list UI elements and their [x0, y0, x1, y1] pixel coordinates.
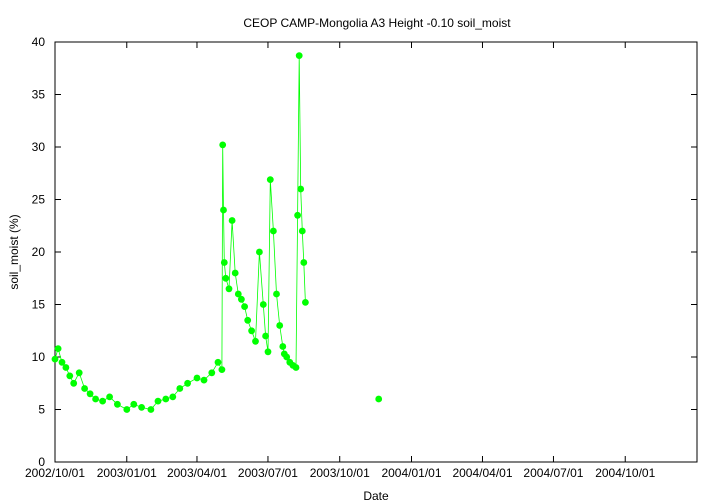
data-point — [58, 358, 66, 366]
data-point — [51, 355, 59, 363]
data-point — [256, 248, 263, 256]
data-point — [244, 316, 252, 324]
data-point — [208, 369, 216, 377]
y-tick-label: 10 — [32, 350, 46, 364]
x-tick-label: 2002/10/01 — [25, 466, 85, 480]
data-point — [66, 372, 74, 380]
y-tick-label: 40 — [32, 35, 46, 49]
data-point — [273, 290, 280, 298]
data-point — [234, 290, 242, 298]
x-axis: 2002/10/01 2003/01/01 2003/04/01 2003/07/01… — [25, 42, 656, 480]
data-point — [99, 397, 106, 405]
data-point — [264, 348, 272, 356]
y-tick-label: 30 — [32, 140, 46, 154]
data-point — [259, 301, 267, 308]
data-point — [62, 364, 70, 371]
x-tick-label: 2004/07/01 — [523, 466, 583, 480]
data-point — [219, 141, 227, 149]
data-point — [193, 374, 201, 382]
data-point — [252, 337, 259, 345]
data-point — [298, 227, 306, 235]
data-point — [294, 211, 301, 219]
data-point — [222, 274, 230, 282]
y-tick-label: 5 — [38, 403, 45, 417]
x-tick-label: 2003/01/01 — [97, 466, 157, 480]
x-tick-label: 2003/10/01 — [310, 466, 370, 480]
x-tick-label: 2004/01/01 — [381, 466, 441, 480]
y-tick-label: 25 — [32, 193, 46, 207]
data-point — [276, 322, 284, 329]
data-point — [225, 285, 233, 293]
data-point — [248, 327, 256, 335]
data-point — [138, 404, 146, 411]
y-axis-label: soil_moist (%) — [7, 214, 21, 289]
data-point — [54, 345, 62, 352]
data-point — [220, 259, 228, 266]
data-point — [283, 353, 291, 361]
y-tick-label: 20 — [32, 245, 46, 259]
data-point — [238, 295, 245, 303]
data-point — [154, 397, 162, 405]
data-point — [92, 395, 99, 403]
data-point — [162, 395, 170, 403]
data-point — [297, 185, 305, 193]
data-point — [270, 227, 277, 235]
data-point — [262, 332, 269, 340]
data-point — [75, 369, 83, 377]
data-point — [200, 376, 208, 384]
x-axis-label: Date — [363, 489, 389, 503]
x-tick-label: 2003/07/01 — [238, 466, 298, 480]
data-point — [220, 206, 227, 214]
data-point — [86, 390, 94, 398]
data-point — [81, 385, 88, 392]
data-point — [147, 406, 155, 413]
data-point — [292, 364, 300, 371]
data-point — [228, 217, 236, 224]
data-point — [375, 395, 383, 403]
x-tick-label: 2004/10/01 — [595, 466, 655, 480]
data-point — [123, 406, 131, 413]
data-point — [106, 393, 113, 401]
data-point — [176, 385, 184, 392]
y-tick-label: 0 — [38, 455, 45, 469]
y-axis: 0 5 10 15 20 25 30 35 40 — [32, 35, 697, 469]
data-point — [231, 269, 239, 277]
data-point — [241, 303, 249, 310]
data-point — [300, 259, 308, 266]
data-point — [70, 379, 78, 387]
y-tick-label: 35 — [32, 88, 46, 102]
data-point — [302, 299, 309, 306]
data-point — [214, 358, 222, 366]
data-point — [169, 393, 177, 401]
series-line — [54, 55, 306, 410]
x-tick-label: 2004/04/01 — [452, 466, 512, 480]
y-tick-label: 15 — [32, 298, 46, 312]
chart-title: CEOP CAMP-Mongolia A3 Height -0.10 soil_… — [243, 16, 511, 30]
x-tick-label: 2003/04/01 — [167, 466, 227, 480]
series-points — [51, 52, 383, 413]
data-point — [279, 343, 287, 350]
data-point — [184, 379, 192, 387]
data-point — [218, 366, 226, 373]
data-point — [130, 400, 138, 408]
data-point — [295, 52, 303, 59]
data-point — [266, 176, 274, 184]
data-point — [114, 400, 121, 408]
